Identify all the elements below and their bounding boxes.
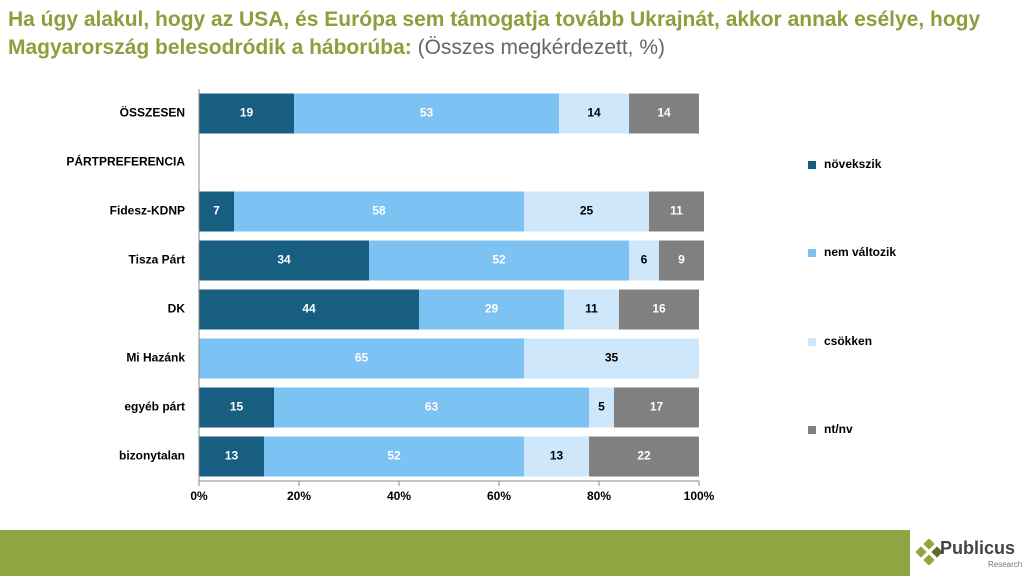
legend-swatch: [808, 338, 816, 346]
data-label: 53: [420, 106, 434, 120]
data-label: 17: [650, 400, 664, 414]
data-label: 15: [230, 400, 244, 414]
bar-segment: [199, 436, 264, 477]
bar-segment: [524, 436, 589, 477]
bar-segment: [369, 240, 629, 281]
bar-segment: [199, 240, 369, 281]
logo-subtext: Research: [988, 560, 1023, 569]
data-label: 52: [387, 449, 401, 463]
data-label: 13: [550, 449, 564, 463]
bar-segment: [419, 289, 564, 330]
bar-segment: [524, 338, 699, 379]
x-tick-label: 60%: [487, 489, 511, 503]
data-label: 19: [240, 106, 254, 120]
bar-segment: [199, 93, 294, 134]
chart-title: Ha úgy alakul, hogy az USA, és Európa se…: [8, 8, 981, 59]
legend-label: csökken: [824, 334, 872, 348]
footer-band: [0, 530, 1024, 576]
bar-segment: [234, 191, 524, 232]
title-block: Ha úgy alakul, hogy az USA, és Európa se…: [8, 6, 1013, 62]
bar-segment: [559, 93, 629, 134]
bar-segment: [199, 387, 274, 428]
bar-segment: [659, 240, 704, 281]
data-label: 58: [372, 204, 386, 218]
bar-segment: [199, 191, 234, 232]
y-tick-label: DK: [168, 302, 186, 316]
data-label: 5: [598, 400, 605, 414]
bar-segment: [294, 93, 559, 134]
data-label: 14: [657, 106, 671, 120]
y-tick-label: egyéb párt: [124, 400, 185, 414]
x-tick-label: 40%: [387, 489, 411, 503]
data-label: 29: [485, 302, 499, 316]
bar-segment: [199, 338, 524, 379]
x-tick-label: 100%: [684, 489, 715, 503]
bar-segment: [274, 387, 589, 428]
data-label: 35: [605, 351, 619, 365]
bar-segment: [524, 191, 649, 232]
legend-swatch: [808, 249, 816, 257]
logo-icon: [916, 539, 942, 565]
x-tick-label: 80%: [587, 489, 611, 503]
data-label: 25: [580, 204, 594, 218]
y-tick-label: bizonytalan: [119, 449, 185, 463]
bar-segment: [629, 93, 699, 134]
data-label: 34: [277, 253, 291, 267]
data-label: 65: [355, 351, 369, 365]
legend-swatch: [808, 426, 816, 434]
chart: ÖSSZESEN 19 53 14 14 PÁRTPREFERENCIA Fidesz-KD…: [66, 89, 896, 503]
logo: Publicus Research: [910, 530, 1024, 576]
y-tick-label: Fidesz-KDNP: [110, 204, 185, 218]
bar-segment: [589, 387, 614, 428]
data-label: 11: [670, 204, 683, 218]
bar-segment: [589, 436, 699, 477]
data-label: 22: [637, 449, 651, 463]
bar-segment: [614, 387, 699, 428]
data-label: 6: [641, 253, 648, 267]
bar-segment: [649, 191, 704, 232]
bar-segment: [564, 289, 619, 330]
legend-swatch: [808, 161, 816, 169]
bar-segment: [619, 289, 699, 330]
y-tick-label: PÁRTPREFERENCIA: [66, 154, 185, 169]
legend-label: nem változik: [824, 245, 896, 259]
y-tick-label: Mi Hazánk: [126, 351, 185, 365]
data-label: 16: [652, 302, 666, 316]
y-tick-label: ÖSSZESEN: [120, 105, 185, 120]
data-label: 13: [225, 449, 239, 463]
logo-text: Publicus: [940, 538, 1016, 558]
bar-segment: [264, 436, 524, 477]
x-tick-label: 0%: [190, 489, 208, 503]
data-label: 7: [213, 204, 220, 218]
y-tick-label: Tisza Párt: [129, 253, 185, 267]
data-label: 52: [492, 253, 506, 267]
data-label: 63: [425, 400, 439, 414]
data-label: 9: [678, 253, 685, 267]
data-label: 11: [585, 302, 598, 316]
bar-segment: [199, 289, 419, 330]
bar-segment: [629, 240, 659, 281]
data-label: 14: [587, 106, 601, 120]
data-label: 44: [302, 302, 316, 316]
x-tick-label: 20%: [287, 489, 311, 503]
chart-subtitle: (Összes megkérdezett, %): [417, 36, 666, 59]
legend-label: nt/nv: [824, 422, 853, 436]
legend-label: növekszik: [824, 157, 882, 171]
